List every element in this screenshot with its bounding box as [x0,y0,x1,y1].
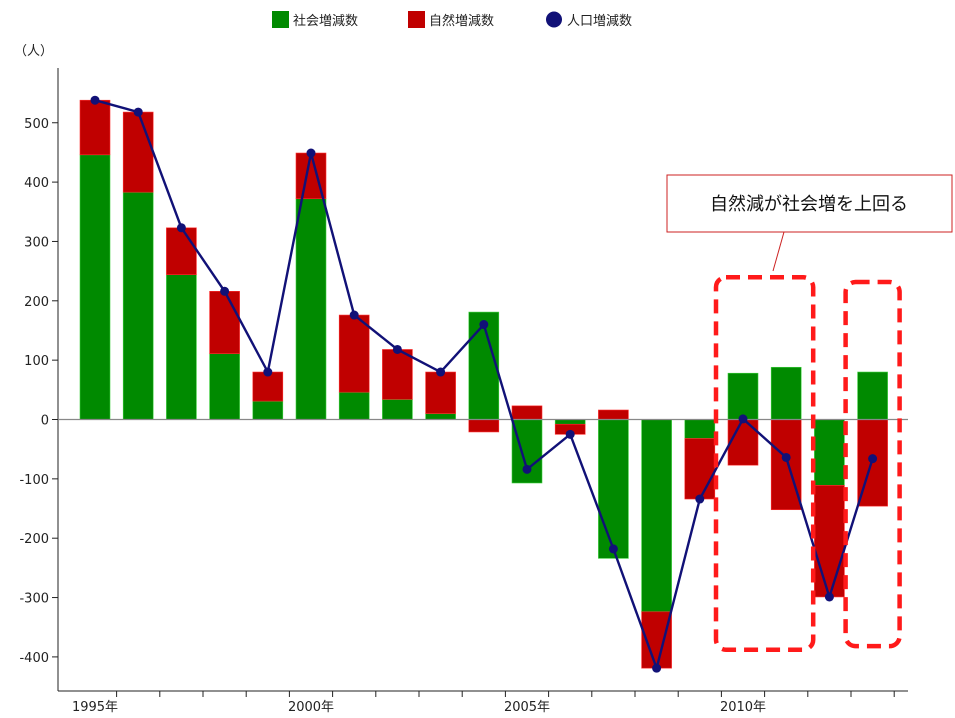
total-line-layer [90,95,878,673]
total-point-2007 [608,544,618,554]
y-tick-label: -100 [19,473,49,488]
legend-swatch-social [272,11,289,28]
bar-natural-1996 [122,111,154,193]
bar-social-2000 [295,198,327,420]
y-axis-unit-label: （人） [14,44,53,59]
total-point-2009 [695,494,705,504]
highlight-box-0 [713,275,816,652]
bar-social-2012 [814,419,845,486]
bar-natural-2010 [727,419,759,466]
bar-social-2009 [684,419,716,439]
y-tick-label: -400 [19,651,49,666]
y-tick-label: 100 [24,354,49,369]
total-point-2008 [652,663,662,673]
y-tick-label: 500 [24,117,49,132]
bar-natural-2012 [814,485,845,598]
bar-social-1999 [252,400,284,420]
bar-social-2004 [468,311,500,420]
y-tick-label: 300 [24,235,49,250]
bar-natural-1997 [166,227,197,275]
total-point-2003 [436,367,446,377]
total-point-2011 [781,452,791,462]
bar-natural-2011 [770,419,802,511]
bar-social-2001 [338,391,370,420]
legend-swatch-total [546,11,562,28]
bar-natural-1995 [79,99,111,156]
bar-natural-2009 [684,438,716,500]
legend-label-total: 人口増減数 [567,13,632,29]
bar-natural-2007 [598,409,629,420]
x-axis-ticks: 1995年 2000年 2005年 2010年 [72,691,895,715]
callout-pointer [772,231,785,272]
total-point-1996 [133,107,143,117]
bar-social-2008 [641,419,672,613]
bar-social-2007 [598,419,629,559]
legend-label-social: 社会増減数 [293,13,358,29]
callout: 自然減が社会増を上回る [666,174,953,272]
bar-social-2003 [425,413,456,420]
total-point-2010 [738,414,748,424]
y-tick-label: 200 [24,295,49,310]
total-point-2005 [522,464,532,474]
y-tick-label: 400 [24,176,49,191]
bar-social-1998 [209,353,240,420]
bar-social-2002 [382,399,413,420]
total-point-2004 [479,320,489,330]
bar-natural-2005 [511,405,543,420]
legend-swatch-natural [408,11,425,28]
callout-box [666,174,953,233]
legend-label-natural: 自然増減数 [429,13,494,29]
y-tick-label: -200 [19,532,49,547]
total-point-1999 [263,367,273,377]
bar-social-1997 [166,274,197,420]
callout-text: 自然減が社会増を上回る [710,194,908,215]
total-point-2006 [565,429,575,439]
bar-natural-1998 [209,291,240,354]
legend: 社会増減数 自然増減数 人口増減数 [272,11,632,29]
total-point-2013 [868,454,878,464]
y-tick-label: 0 [41,414,49,429]
total-point-2000 [306,148,316,158]
x-tick-label: 2005年 [504,700,550,715]
x-tick-label: 2000年 [288,700,334,715]
bar-social-1995 [79,154,111,420]
total-point-2012 [824,592,834,602]
bar-natural-2001 [338,314,370,393]
total-point-1995 [90,95,100,105]
bar-natural-2003 [425,371,456,414]
bar-natural-2002 [382,349,413,400]
highlight-box-1 [843,279,902,649]
total-point-1998 [220,286,230,296]
total-point-2001 [349,310,359,320]
x-tick-label: 2010年 [720,700,766,715]
y-axis-ticks: -400 -300 -200 -100 0 100 200 300 400 500 [19,117,58,666]
y-tick-label: -300 [19,592,49,607]
total-point-1997 [176,223,186,233]
x-tick-label: 1995年 [72,700,118,715]
highlight-boxes [713,275,902,652]
total-point-2002 [392,344,402,354]
bar-social-2013 [857,371,888,420]
bar-social-2010 [727,372,759,420]
bar-social-2011 [770,366,802,420]
bar-natural-2004 [468,419,500,433]
bar-social-2006 [554,419,586,425]
bar-social-1996 [122,191,154,420]
